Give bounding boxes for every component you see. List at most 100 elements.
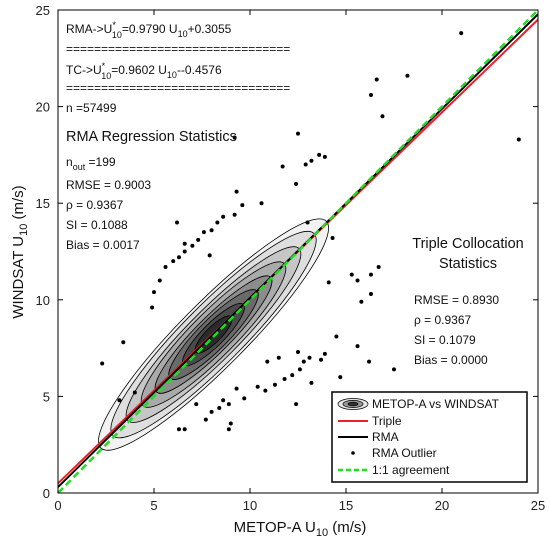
x-tick-label: 10 [243,498,257,513]
outlier-point [367,359,372,364]
outlier-point [132,390,137,395]
outlier-point [157,278,162,283]
outlier-point [234,189,239,194]
outlier-point [516,137,521,142]
outlier-point [338,375,343,380]
outlier-point [203,417,208,422]
rma-equation: RMA->U* 10=0.9790 U10+0.3055 [66,20,232,40]
outlier-point [217,405,222,410]
outlier-point [296,349,300,354]
outlier-point [196,237,201,242]
rma-nout: nout =199 [66,155,116,172]
outlier-point [309,158,314,163]
outlier-point [305,220,310,225]
outlier-point [294,181,299,186]
outlier-point [301,359,306,364]
outlier-point [190,243,195,248]
outlier-point [272,382,277,387]
outlier-point [405,73,410,78]
x-axis-label: METOP-A U10 (m/s) [234,519,367,539]
outlier-point [334,334,339,339]
legend-label-contour: METOP-A vs WINDSAT [372,397,500,411]
outlier-point [176,427,181,432]
outlier-point [221,398,226,403]
plot-frame [57,9,539,494]
y-axis-ticks: 0 5 10 15 20 25 [36,3,538,501]
outlier-point [226,427,231,432]
tc-stats-title-2: Statistics [439,256,497,272]
y-tick-label: 15 [36,196,50,211]
outlier-point [307,355,312,360]
outlier-point [152,290,156,295]
outlier-point [303,162,308,167]
outlier-point [242,396,247,401]
outlier-point [294,402,299,407]
outlier-point [368,93,373,98]
tc-si: SI = 0.1079 [414,333,476,347]
outlier-point [209,228,214,233]
y-tick-label: 5 [43,389,50,404]
outlier-point [368,292,373,297]
outlier-point [355,278,360,283]
outlier-point [282,377,287,382]
outlier-points [100,31,521,432]
outlier-point [228,421,233,426]
outlier-point [163,264,168,269]
outlier-point [380,114,385,119]
outlier-point [207,253,212,258]
y-tick-label: 10 [36,293,50,308]
outlier-point [297,367,302,372]
rma-si: SI = 0.1088 [66,218,128,232]
outlier-point [175,220,180,225]
rma-rmse: RMSE = 0.9003 [66,178,151,192]
outlier-point [317,152,322,157]
outlier-point [232,135,237,140]
legend-label-one-to-one: 1:1 agreement [372,463,450,477]
outlier-point [221,214,226,219]
one-to-one-line [58,10,538,493]
outlier-point [194,402,199,407]
x-tick-label: 20 [435,498,449,513]
legend-label-outlier: RMA Outlier [372,446,437,460]
outlier-point [240,203,245,208]
outlier-point [349,272,354,277]
tc-rmse: RMSE = 0.8930 [414,293,499,307]
tc-bias: Bias = 0.0000 [414,353,488,367]
outlier-point [322,154,327,159]
rma-bias: Bias = 0.0017 [66,238,140,252]
outlier-point [265,359,270,364]
y-tick-label: 25 [36,3,50,18]
outlier-point [259,201,264,206]
outlier-point [150,305,155,310]
outlier-point [374,77,379,82]
outlier-point [182,241,187,246]
outlier-point [280,164,285,169]
legend-label-triple: Triple [372,414,402,428]
outlier-point [290,373,295,378]
outlier-point [255,384,260,389]
y-tick-label: 20 [36,100,50,115]
outlier-point [330,235,335,240]
outlier-point [201,230,206,235]
outlier-point [276,355,281,360]
rma-rho: ρ = 0.9367 [66,198,124,212]
outlier-point [100,361,105,366]
outlier-point [232,212,237,217]
x-axis-ticks: 0 5 10 15 20 25 [54,10,545,513]
outlier-point [296,131,300,136]
x-tick-label: 25 [531,498,545,513]
separator-2: ================================ [66,81,290,95]
outlier-point [234,386,239,391]
outlier-point [117,398,122,403]
fit-lines [58,10,538,493]
outlier-point [392,367,396,372]
outlier-point [368,272,373,277]
outlier-point [171,259,176,264]
outlier-point [182,249,187,254]
outlier-point [459,31,464,36]
legend-label-rma: RMA [372,430,399,444]
outlier-point [176,255,181,260]
y-tick-label: 0 [43,486,50,501]
outlier-point [263,388,268,393]
